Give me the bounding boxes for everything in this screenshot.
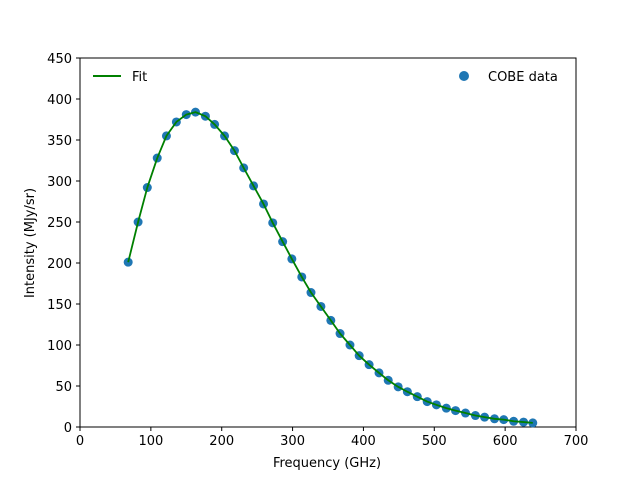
fit-line	[127, 111, 533, 424]
y-tick-label: 450	[47, 52, 72, 67]
x-tick-label: 0	[76, 434, 84, 449]
y-tick-label: 0	[64, 421, 72, 436]
y-tick-label: 200	[47, 257, 72, 272]
series-layer	[123, 107, 538, 428]
y-tick-label: 150	[47, 298, 72, 313]
y-tick-label: 100	[47, 339, 72, 354]
y-axis: 0 50 100 150 200 250 300 350 400 450	[47, 52, 80, 436]
x-tick-label: 400	[351, 434, 376, 449]
legend-fit-label: Fit	[132, 70, 147, 85]
x-tick-label: 500	[422, 434, 447, 449]
legend-cobe: COBE data	[459, 70, 558, 85]
x-tick-label: 200	[209, 434, 234, 449]
y-tick-label: 350	[47, 134, 72, 149]
legend-fit: Fit	[93, 70, 147, 85]
plot-area	[79, 57, 577, 428]
plot-frame	[79, 57, 577, 428]
x-tick-label: 700	[564, 434, 589, 449]
y-tick-label: 400	[47, 93, 72, 108]
y-tick-label: 250	[47, 216, 72, 231]
x-axis-label: Frequency (GHz)	[273, 456, 381, 471]
x-axis: 0 100 200 300 400 500 600 700	[76, 427, 589, 449]
x-tick-label: 600	[493, 434, 518, 449]
legend-cobe-label: COBE data	[488, 70, 558, 85]
x-tick-label: 100	[138, 434, 163, 449]
y-tick-label: 300	[47, 175, 72, 190]
legend-cobe-swatch	[459, 71, 469, 81]
x-tick-label: 300	[280, 434, 305, 449]
y-tick-label: 50	[55, 380, 72, 395]
y-axis-label: Intensity (MJy/sr)	[23, 188, 38, 298]
